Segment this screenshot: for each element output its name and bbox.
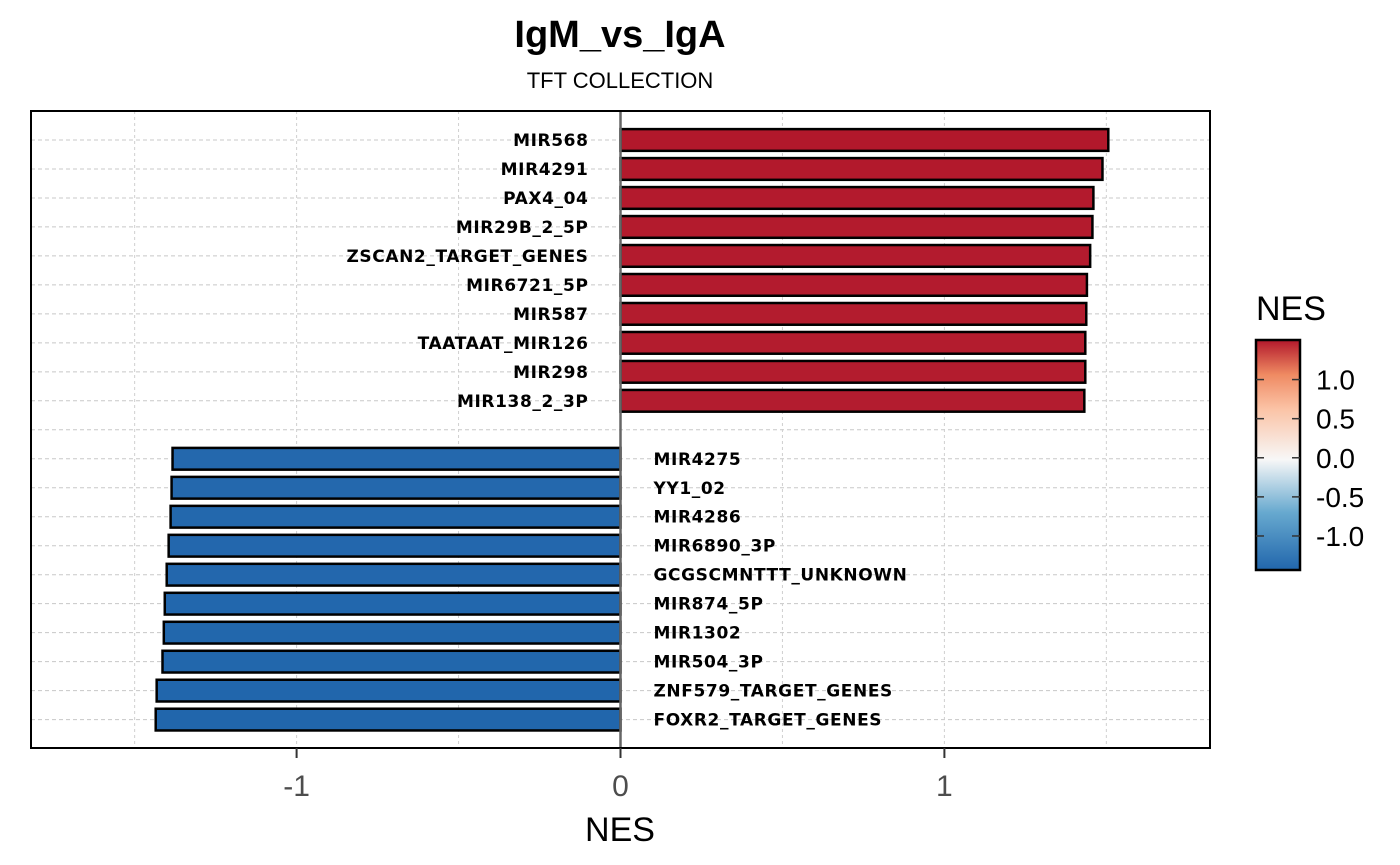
bar <box>619 330 1087 355</box>
bar-label: MIR138_2_3P <box>457 392 589 412</box>
bar-label: MIR4275 <box>654 450 742 470</box>
bar-labels: MIR568 MIR4291 PAX4_04 MIR29B_2_5P ZSCAN2_TA… <box>347 131 908 731</box>
bar <box>619 359 1087 384</box>
bar-label: ZNF579_TARGET_GENES <box>654 682 893 702</box>
bar-label: TAATAAT_MIR126 <box>418 334 589 354</box>
bar-label: YY1_02 <box>653 479 726 499</box>
bar <box>163 591 622 616</box>
bar <box>171 446 622 471</box>
colorbar <box>1254 338 1302 572</box>
bar <box>162 620 622 645</box>
bar <box>154 707 622 732</box>
bar-label: MIR6721_5P <box>466 276 588 296</box>
bar-label: MIR568 <box>513 131 588 151</box>
bar <box>619 301 1088 326</box>
x-tick-label: 0 <box>612 770 629 803</box>
bar-label: MIR4286 <box>654 508 742 528</box>
bar <box>619 388 1086 413</box>
bar <box>170 475 622 500</box>
legend-tick-label: 1.0 <box>1316 365 1355 396</box>
bar-label: FOXR2_TARGET_GENES <box>654 711 883 731</box>
bar <box>619 127 1110 153</box>
bar-label: MIR298 <box>513 363 588 383</box>
bar-label: PAX4_04 <box>503 189 588 209</box>
legend-tick-label: 0.0 <box>1316 443 1355 474</box>
bar-label: MIR6890_3P <box>654 537 776 557</box>
bar-label: ZSCAN2_TARGET_GENES <box>347 247 589 267</box>
bar <box>619 156 1104 182</box>
bar-label: MIR504_3P <box>654 653 764 673</box>
legend-tick-label: -0.5 <box>1316 482 1364 513</box>
bar-label: MIR587 <box>513 305 588 325</box>
bar <box>619 272 1089 298</box>
x-axis: -1 0 1 <box>283 748 953 803</box>
x-axis-title: NES <box>585 811 655 849</box>
bars <box>154 127 1110 732</box>
bar <box>165 562 622 587</box>
chart-title: IgM_vs_IgA <box>514 14 725 56</box>
bar <box>619 185 1095 211</box>
bar <box>161 649 622 674</box>
bar <box>619 243 1092 269</box>
legend-tick-label: 0.5 <box>1316 404 1355 435</box>
bar-label: GCGSCMNTTT_UNKNOWN <box>654 566 908 586</box>
bar <box>619 214 1094 240</box>
colorbar-legend: NES 1.0 0.5 0.0 -0.5 -1.0 <box>1254 290 1364 572</box>
bar-label: MIR4291 <box>501 160 589 180</box>
x-tick-label: -1 <box>283 770 310 803</box>
bar <box>169 504 622 529</box>
chart-subtitle: TFT COLLECTION <box>527 68 714 93</box>
bar-label: MIR29B_2_5P <box>456 218 589 238</box>
x-tick-label: 1 <box>936 770 953 803</box>
bar-label: MIR874_5P <box>654 595 764 615</box>
bar <box>155 678 622 703</box>
legend-tick-label: -1.0 <box>1316 521 1364 552</box>
bar <box>167 533 622 558</box>
bar-label: MIR1302 <box>654 624 742 644</box>
legend-title: NES <box>1256 290 1326 328</box>
